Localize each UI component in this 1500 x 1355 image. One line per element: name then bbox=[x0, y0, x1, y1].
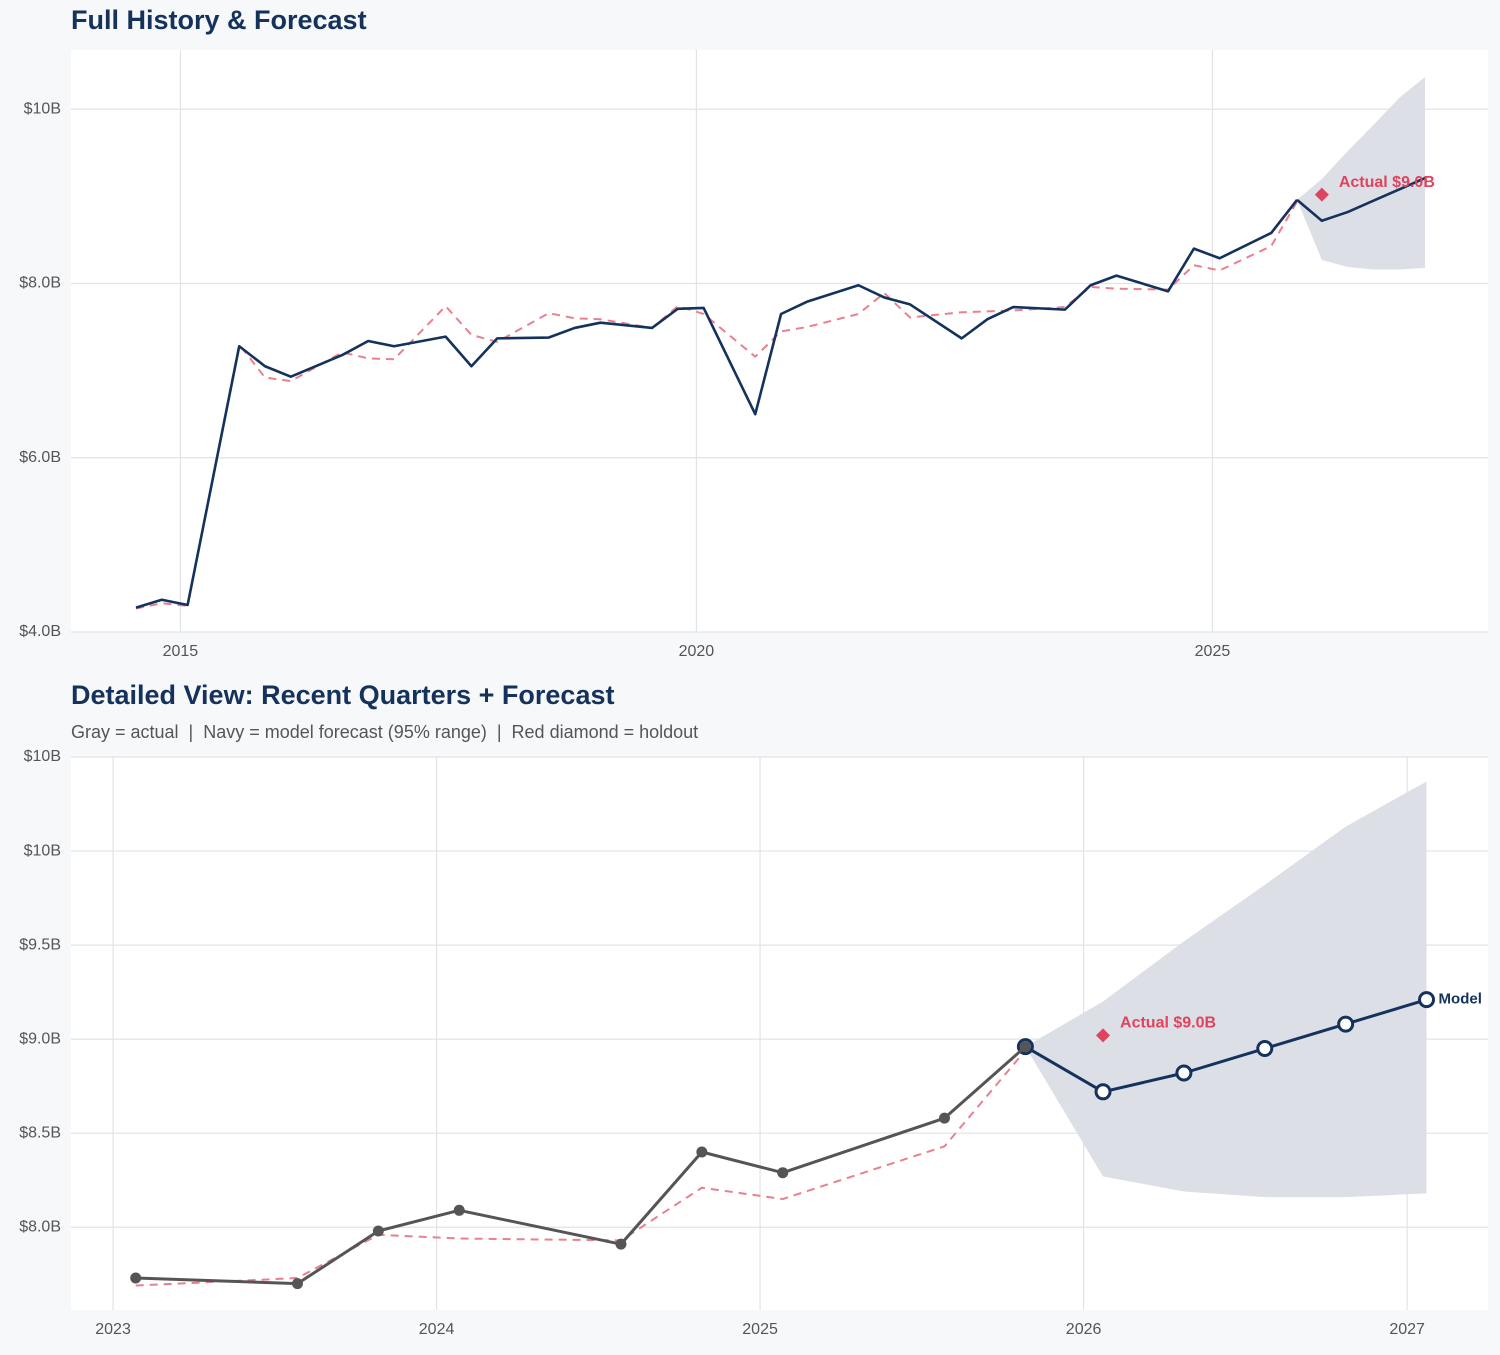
data-point bbox=[696, 1146, 708, 1158]
data-point bbox=[615, 1238, 627, 1250]
x-tick-label: 2020 bbox=[679, 643, 715, 660]
y-tick-label: $8.5B bbox=[19, 1124, 61, 1141]
data-point bbox=[453, 1204, 465, 1216]
series-line bbox=[1024, 998, 1427, 1094]
y-tick-label: $10B bbox=[24, 748, 61, 765]
chart-title: Detailed View: Recent Quarters + Forecas… bbox=[71, 680, 614, 710]
data-point bbox=[291, 1278, 303, 1290]
data-point bbox=[1418, 991, 1436, 1009]
data-point bbox=[1175, 1064, 1193, 1082]
data-point bbox=[130, 1272, 142, 1284]
forecast-band bbox=[1025, 781, 1427, 1198]
data-point bbox=[1019, 1041, 1031, 1053]
x-tick-label: 2024 bbox=[419, 1321, 455, 1338]
forecast-band bbox=[1297, 77, 1426, 270]
series-line bbox=[1296, 176, 1426, 223]
x-tick-label: 2025 bbox=[1195, 643, 1231, 660]
y-tick-label: $9.0B bbox=[19, 1030, 61, 1047]
series-label: Model bbox=[1439, 991, 1482, 1008]
holdout-diamond bbox=[1096, 1028, 1111, 1043]
data-point bbox=[938, 1112, 950, 1124]
chart-subtitle: Gray = actual | Navy = model forecast (9… bbox=[71, 722, 698, 742]
x-tick-label: 2025 bbox=[742, 1321, 778, 1338]
y-tick-label: $9.5B bbox=[19, 936, 61, 953]
data-point bbox=[1094, 1083, 1112, 1101]
holdout-diamond bbox=[1314, 187, 1329, 202]
y-tick-label: $8.0B bbox=[19, 1218, 61, 1235]
x-tick-label: 2027 bbox=[1389, 1321, 1425, 1338]
series-line bbox=[135, 199, 1299, 609]
data-point bbox=[1337, 1015, 1355, 1033]
data-point bbox=[777, 1167, 789, 1179]
x-tick-label: 2023 bbox=[95, 1321, 131, 1338]
x-tick-label: 2026 bbox=[1066, 1321, 1102, 1338]
data-point bbox=[372, 1225, 384, 1237]
y-tick-label: $4.0B bbox=[19, 623, 61, 640]
annotation: Actual $9.0B bbox=[1120, 1015, 1216, 1032]
plot-area bbox=[71, 50, 1488, 632]
annotation: Actual $9.0B bbox=[1339, 174, 1435, 191]
chart-title: Full History & Forecast bbox=[71, 5, 367, 35]
data-point bbox=[1256, 1040, 1274, 1058]
y-tick-label: $6.0B bbox=[19, 449, 61, 466]
y-tick-label: $10B bbox=[24, 842, 61, 859]
y-tick-label: $10B bbox=[24, 100, 61, 117]
y-tick-label: $8.0B bbox=[19, 275, 61, 292]
x-tick-label: 2015 bbox=[163, 643, 199, 660]
